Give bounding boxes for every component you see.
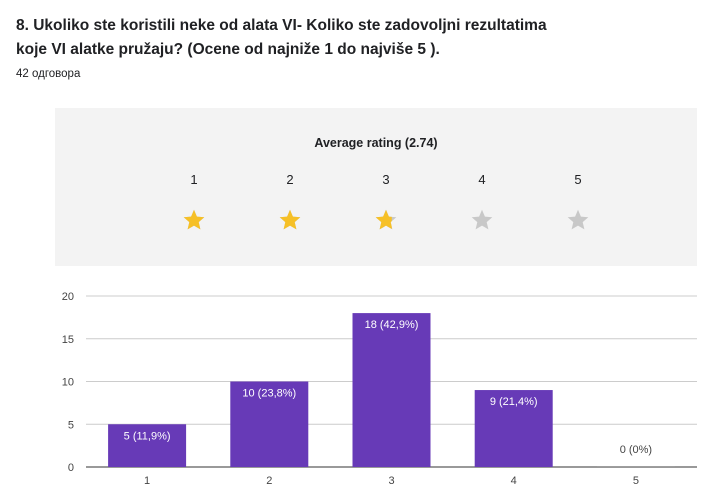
x-tick-label: 2: [266, 475, 272, 487]
bar-data-label: 18 (42,9%): [365, 319, 419, 331]
response-count: 42 одговора: [16, 68, 81, 80]
star-label-3: 3: [382, 172, 390, 187]
star-icon: [471, 209, 493, 230]
question-title-line-1: 8. Ukoliko ste koristili neke od alata V…: [16, 17, 547, 34]
question-title: 8. Ukoliko ste koristili neke od alata V…: [16, 14, 696, 62]
bar-data-label: 10 (23,8%): [242, 388, 296, 400]
y-tick-label: 15: [62, 334, 74, 346]
star-label-1: 1: [190, 172, 198, 187]
star-label-5: 5: [574, 172, 582, 187]
bar-chart: 0 5 10 15 20 5 (11,9%) 1 10 (23,8%) 2 18 (42,9%) 3…: [62, 291, 697, 487]
bar: [108, 424, 187, 467]
y-tick-label: 5: [68, 419, 74, 431]
x-tick-label: 5: [633, 475, 639, 487]
star-label-4: 4: [478, 172, 486, 187]
star-column-5: 5: [558, 172, 598, 232]
average-rating-panel: Average rating (2.74) 1 2 3 4 5: [55, 108, 697, 266]
star-label-2: 2: [286, 172, 294, 187]
star-icon: [567, 209, 589, 230]
bar: [230, 381, 309, 467]
star-column-4: 4: [462, 172, 502, 232]
bar: [474, 390, 553, 467]
x-tick-label: 4: [511, 475, 517, 487]
x-tick-label: 3: [388, 475, 394, 487]
y-tick-label: 0: [68, 462, 74, 474]
bar-data-label: 5 (11,9%): [124, 430, 171, 442]
bar-data-label: 0 (0%): [620, 444, 652, 456]
y-tick-label: 20: [62, 291, 74, 303]
star-icon: [183, 209, 205, 230]
bar-data-label: 9 (21,4%): [490, 396, 538, 408]
average-rating-title: Average rating (2.74): [314, 136, 438, 150]
x-tick-label: 1: [144, 475, 150, 487]
bar: [352, 313, 431, 467]
question-title-line-2: koje VI alatke pružaju? (Ocene od najniž…: [16, 41, 440, 58]
star-column-2: 2: [270, 172, 310, 232]
star-icon: [279, 209, 301, 230]
y-tick-label: 10: [62, 377, 74, 389]
star-column-1: 1: [174, 172, 214, 232]
star-icon: [375, 209, 397, 230]
star-column-3: 3: [366, 172, 406, 232]
